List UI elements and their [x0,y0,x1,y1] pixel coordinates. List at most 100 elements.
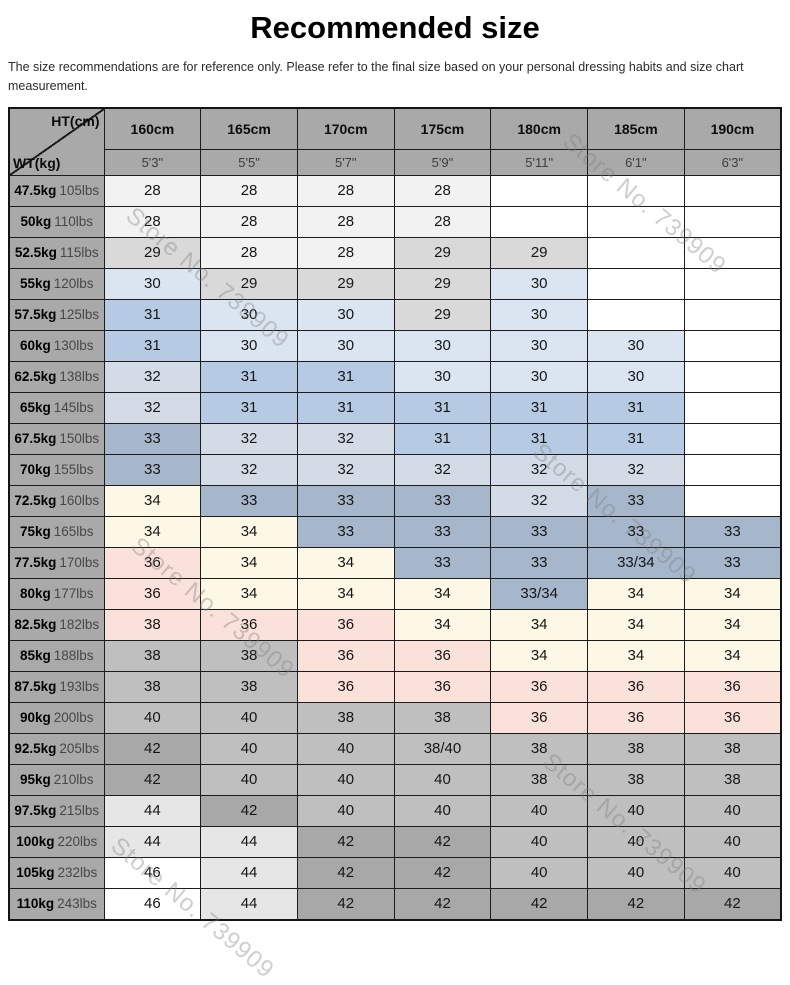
weight-kg: 100kg [16,834,55,850]
size-cell: 34 [200,515,298,548]
weight-row-label: 95kg 210lbs [8,763,105,796]
size-cell: 38 [200,639,298,672]
size-cell: 40 [393,763,492,796]
weight-kg: 82.5kg [14,617,57,633]
size-cell: 40 [393,794,492,827]
size-cell: 40 [200,701,298,734]
size-cell: 40 [296,794,395,827]
size-cell: 44 [200,825,298,858]
size-cell: 38 [393,701,492,734]
table-row: 82.5kg 182lbs 38 36 36 34 34 34 34 [8,608,782,641]
weight-kg: 55kg [19,276,51,292]
size-cell: 42 [103,763,202,796]
size-cell: 44 [200,887,298,921]
size-cell: 36 [490,670,589,703]
size-cell: 28 [296,174,395,207]
size-cell: 38/40 [393,732,492,765]
height-ft-label: 5'11" [490,148,589,176]
size-cell [683,205,782,238]
weight-row-label: 110kg 243lbs [8,887,105,921]
weight-kg: 67.5kg [14,431,57,447]
size-cell: 30 [296,298,395,331]
weight-kg: 52.5kg [14,245,57,261]
table-row: 77.5kg 170lbs 36 34 34 33 33 33/34 33 [8,546,782,579]
size-cell: 29 [200,267,298,300]
size-cell: 31 [587,391,685,424]
table-row: 60kg 130lbs 31 30 30 30 30 30 [8,329,782,362]
weight-kg: 65kg [19,400,51,416]
weight-kg: 72.5kg [14,493,57,509]
size-cell: 33 [296,484,395,517]
table-row: 95kg 210lbs 42 40 40 40 38 38 38 [8,763,782,796]
weight-lbs: 193lbs [59,679,100,695]
size-cell: 40 [587,856,685,889]
size-cell: 38 [296,701,395,734]
size-cell: 32 [103,360,202,393]
height-ft-label: 5'3" [103,148,202,176]
size-cell: 42 [200,794,298,827]
size-cell: 33/34 [490,577,589,610]
size-cell: 30 [393,329,492,362]
size-cell: 33 [296,515,395,548]
size-cell: 42 [296,887,395,921]
size-cell [587,205,685,238]
weight-row-label: 70kg 155lbs [8,453,105,486]
height-cm-row: HT(cm) WT(kg) 160cm 165cm 170cm 175cm 180cm 1… [8,107,782,176]
height-ft-label: 5'7" [296,148,395,176]
size-cell [490,205,589,238]
weight-lbs: 182lbs [59,617,100,633]
size-cell: 36 [296,608,395,641]
size-cell: 36 [103,546,202,579]
size-cell: 34 [587,639,685,672]
size-cell [587,267,685,300]
size-cell: 32 [296,453,395,486]
weight-lbs: 177lbs [53,586,94,602]
size-cell: 38 [490,763,589,796]
size-cell: 42 [490,887,589,921]
size-cell: 34 [200,546,298,579]
weight-kg: 105kg [16,865,55,881]
size-cell [683,174,782,207]
size-cell: 44 [200,856,298,889]
size-cell [490,174,589,207]
weight-kg: 77.5kg [14,555,57,571]
size-cell: 34 [296,577,395,610]
weight-row-label: 62.5kg 138lbs [8,360,105,393]
size-cell: 33 [393,515,492,548]
size-cell: 40 [587,794,685,827]
weight-lbs: 243lbs [57,896,97,912]
size-cell: 34 [683,639,782,672]
weight-lbs: 155lbs [53,462,94,478]
size-cell: 30 [393,360,492,393]
size-cell: 46 [103,887,202,921]
size-cell: 34 [587,577,685,610]
page-title: Recommended size [250,10,540,45]
weight-lbs: 200lbs [53,710,94,726]
disclaimer-text: The size recommendations are for referen… [8,60,744,94]
height-header-165cm: 165cm [200,107,298,150]
size-cell: 34 [103,515,202,548]
weight-row-label: 100kg 220lbs [8,825,105,858]
size-cell: 34 [393,608,492,641]
height-ft-label: 5'5" [200,148,298,176]
size-cell: 31 [393,391,492,424]
size-cell: 28 [200,174,298,207]
size-cell: 31 [103,329,202,362]
size-cell: 28 [393,174,492,207]
size-cell: 33 [490,546,589,579]
size-cell: 28 [296,236,395,269]
weight-kg: 70kg [19,462,51,478]
size-cell [683,484,782,517]
size-cell: 36 [683,670,782,703]
table-row: 97.5kg 215lbs 44 42 40 40 40 40 40 [8,794,782,827]
size-cell: 42 [587,887,685,921]
size-cell: 31 [587,422,685,455]
weight-lbs: 115lbs [59,245,99,261]
weight-lbs: 110lbs [54,214,94,230]
size-cell: 38 [103,639,202,672]
size-cell: 46 [103,856,202,889]
size-cell: 30 [296,329,395,362]
table-row: 70kg 155lbs 33 32 32 32 32 32 [8,453,782,486]
size-cell: 42 [296,856,395,889]
size-cell: 30 [490,360,589,393]
